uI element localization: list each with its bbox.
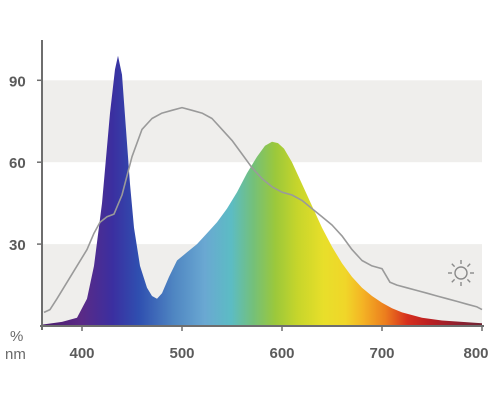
y-tick-label: 30 <box>9 237 26 254</box>
x-tick-label: 400 <box>69 345 94 362</box>
x-tick-label: 600 <box>269 345 294 362</box>
x-tick-label: 800 <box>463 345 488 362</box>
x-axis-unit-label: nm <box>5 346 26 363</box>
tick-labels: 30 60 90 400 500 600 700 800 <box>9 73 489 362</box>
y-tick-label: 60 <box>9 155 26 172</box>
axes <box>37 40 484 331</box>
x-tick-label: 500 <box>169 345 194 362</box>
x-tick-label: 700 <box>369 345 394 362</box>
y-tick-label: 90 <box>9 73 26 90</box>
sun-icon <box>448 260 474 286</box>
y-axis-unit-label: % <box>10 328 23 345</box>
reference-curve <box>43 106 483 314</box>
spectrum-area <box>42 55 482 326</box>
